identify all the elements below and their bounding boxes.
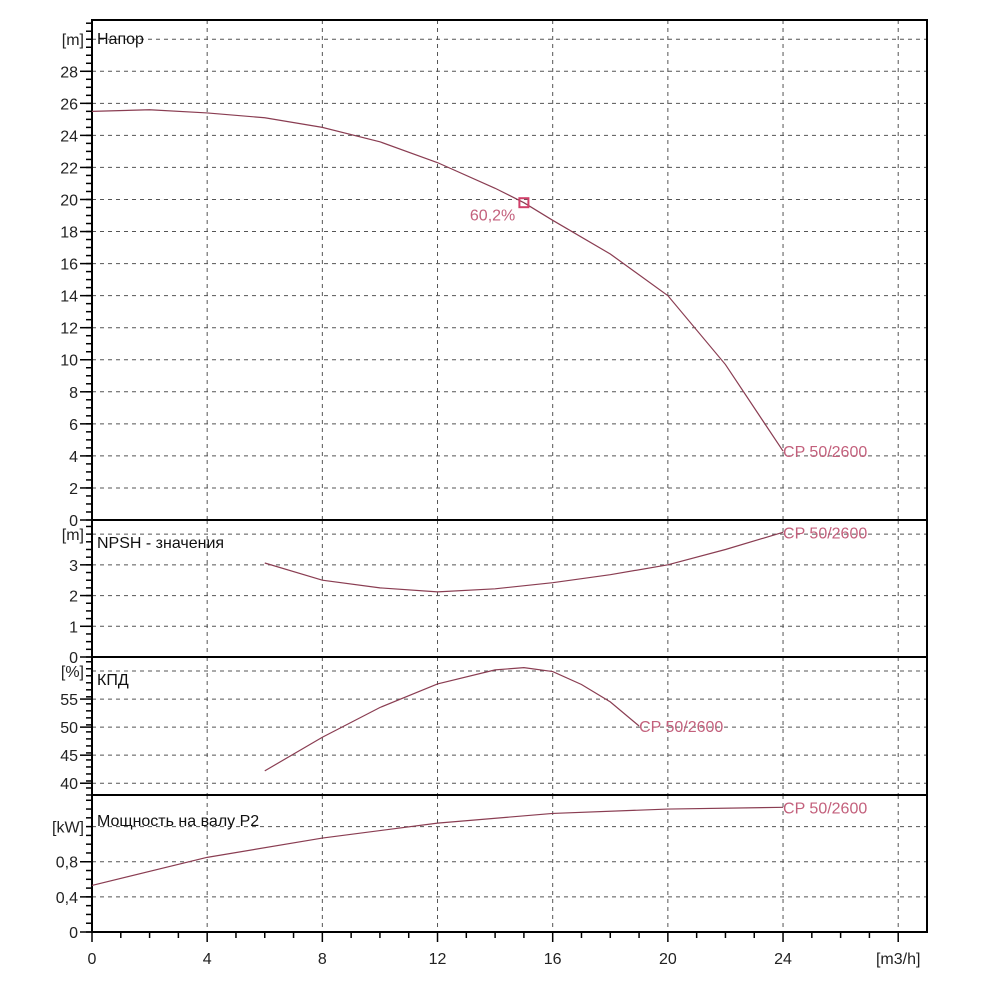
panel-frame — [91, 794, 928, 933]
y-tick-label: 24 — [60, 128, 78, 145]
y-tick-label: 50 — [60, 720, 78, 737]
y-tick-label: 40 — [60, 776, 78, 793]
series-line — [91, 806, 784, 887]
y-tick-label: 45 — [60, 748, 78, 765]
panel-title: КПД — [97, 672, 129, 689]
series-label: CP 50/2600 — [639, 719, 723, 736]
y-tick-label: 0,8 — [56, 855, 78, 872]
panel-title: Напор — [97, 31, 144, 48]
x-tick-label: 24 — [774, 951, 792, 968]
y-tick-label: 12 — [60, 321, 78, 338]
y-tick-label: 18 — [60, 225, 78, 242]
series-label: CP 50/2600 — [783, 444, 867, 461]
x-tick-label: 4 — [203, 951, 212, 968]
x-unit-label: [m3/h] — [876, 951, 920, 968]
y-tick-label: 0 — [69, 650, 78, 667]
x-tick-label: 12 — [429, 951, 447, 968]
y-unit-label: [kW] — [52, 820, 84, 837]
series-line — [264, 531, 784, 593]
x-tick-label: 0 — [88, 951, 97, 968]
y-tick-label: 22 — [60, 160, 78, 177]
x-tick-label: 8 — [318, 951, 327, 968]
y-tick-label: 28 — [60, 64, 78, 81]
y-unit-label: [m] — [62, 527, 84, 544]
panel-frame — [91, 656, 928, 796]
x-tick-label: 16 — [544, 951, 562, 968]
y-tick-label: 2 — [69, 589, 78, 606]
series-line — [91, 109, 784, 452]
y-unit-label: [%] — [61, 664, 84, 681]
y-tick-label: 0 — [69, 925, 78, 942]
y-tick-label: 10 — [60, 353, 78, 370]
y-tick-label: 14 — [60, 289, 78, 306]
y-tick-label: 1 — [69, 619, 78, 636]
series-label: CP 50/2600 — [783, 525, 867, 542]
y-tick-label: 0,4 — [56, 890, 78, 907]
y-tick-label: 20 — [60, 192, 78, 209]
y-tick-label: 8 — [69, 385, 78, 402]
y-tick-label: 4 — [69, 449, 78, 466]
series-label: CP 50/2600 — [783, 800, 867, 817]
x-tick-label: 20 — [659, 951, 677, 968]
y-tick-label: 55 — [60, 692, 78, 709]
y-tick-label: 16 — [60, 257, 78, 274]
y-tick-label: 6 — [69, 417, 78, 434]
operating-point-label: 60,2% — [470, 208, 515, 225]
y-tick-label: 26 — [60, 96, 78, 113]
y-tick-label: 3 — [69, 558, 78, 575]
panel-title: Мощность на валу P2 — [97, 813, 259, 830]
y-tick-label: 2 — [69, 481, 78, 498]
operating-point-marker — [518, 197, 530, 209]
y-unit-label: [m] — [62, 32, 84, 49]
panel-title: NPSH - значения — [97, 535, 224, 552]
series-line — [264, 667, 640, 772]
y-tick-label: 0 — [69, 513, 78, 530]
